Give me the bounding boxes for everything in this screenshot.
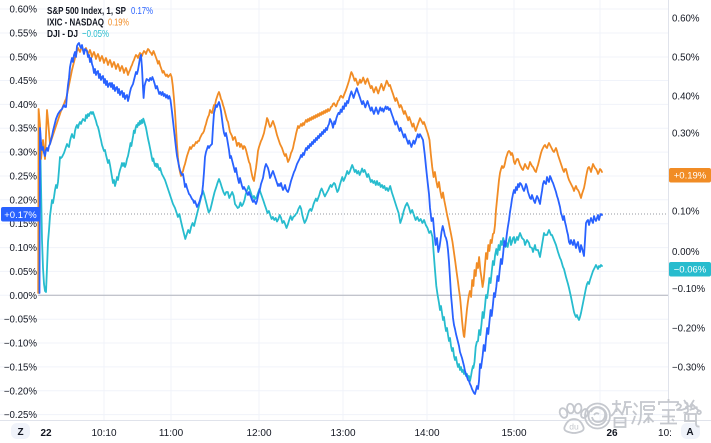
svg-text:−0.25%: −0.25% xyxy=(4,410,38,421)
svg-text:10:: 10: xyxy=(658,428,672,439)
svg-text:0.17%: 0.17% xyxy=(131,5,153,17)
svg-text:−0.20%: −0.20% xyxy=(4,386,38,397)
svg-text:0.10%: 0.10% xyxy=(672,207,700,218)
svg-text:0.60%: 0.60% xyxy=(10,5,38,16)
svg-text:0.10%: 0.10% xyxy=(10,243,38,254)
svg-text:0.15%: 0.15% xyxy=(10,219,38,230)
svg-text:0.35%: 0.35% xyxy=(10,124,38,135)
svg-text:0.19%: 0.19% xyxy=(108,17,129,29)
svg-text:S&P 500 Index, 1, SP: S&P 500 Index, 1, SP xyxy=(47,5,126,17)
svg-text:0.55%: 0.55% xyxy=(10,29,38,40)
svg-text:Z: Z xyxy=(17,427,23,438)
svg-text:22: 22 xyxy=(40,428,52,439)
svg-text:−0.15%: −0.15% xyxy=(4,362,38,373)
svg-text:0.60%: 0.60% xyxy=(672,14,700,25)
svg-text:A: A xyxy=(686,427,693,438)
svg-text:10:10: 10:10 xyxy=(91,428,116,439)
svg-text:11:00: 11:00 xyxy=(159,428,184,439)
svg-text:DJI - DJ: DJI - DJ xyxy=(47,28,78,40)
svg-text:−0.06%: −0.06% xyxy=(674,265,707,276)
svg-text:0.30%: 0.30% xyxy=(10,148,38,159)
svg-text:0.00%: 0.00% xyxy=(10,291,38,302)
svg-text:0.25%: 0.25% xyxy=(10,172,38,183)
svg-text:0.30%: 0.30% xyxy=(672,129,700,140)
svg-text:−0.10%: −0.10% xyxy=(672,284,706,295)
svg-text:−0.20%: −0.20% xyxy=(672,324,706,335)
svg-text:13:00: 13:00 xyxy=(330,428,355,439)
svg-text:12:00: 12:00 xyxy=(246,428,271,439)
svg-text:−0.05%: −0.05% xyxy=(82,28,109,40)
svg-text:0.20%: 0.20% xyxy=(10,195,38,206)
svg-text:−0.10%: −0.10% xyxy=(4,339,38,350)
svg-text:0.05%: 0.05% xyxy=(10,267,38,278)
svg-text:du: du xyxy=(569,422,579,432)
svg-text:0.00%: 0.00% xyxy=(672,247,700,258)
svg-text:0.45%: 0.45% xyxy=(10,76,38,87)
svg-text:IXIC - NASDAQ: IXIC - NASDAQ xyxy=(47,17,104,29)
svg-text:14:00: 14:00 xyxy=(414,428,439,439)
svg-text:−0.30%: −0.30% xyxy=(672,363,706,374)
svg-text:0.50%: 0.50% xyxy=(10,53,38,64)
svg-text:+0.19%: +0.19% xyxy=(674,171,707,182)
svg-text:26: 26 xyxy=(606,428,618,439)
svg-text:+0.17%: +0.17% xyxy=(4,210,37,221)
svg-text:−0.05%: −0.05% xyxy=(4,315,38,326)
svg-text:15:00: 15:00 xyxy=(501,428,526,439)
svg-text:0.40%: 0.40% xyxy=(10,100,38,111)
svg-text:0.40%: 0.40% xyxy=(672,92,700,103)
svg-text:0.50%: 0.50% xyxy=(672,53,700,64)
